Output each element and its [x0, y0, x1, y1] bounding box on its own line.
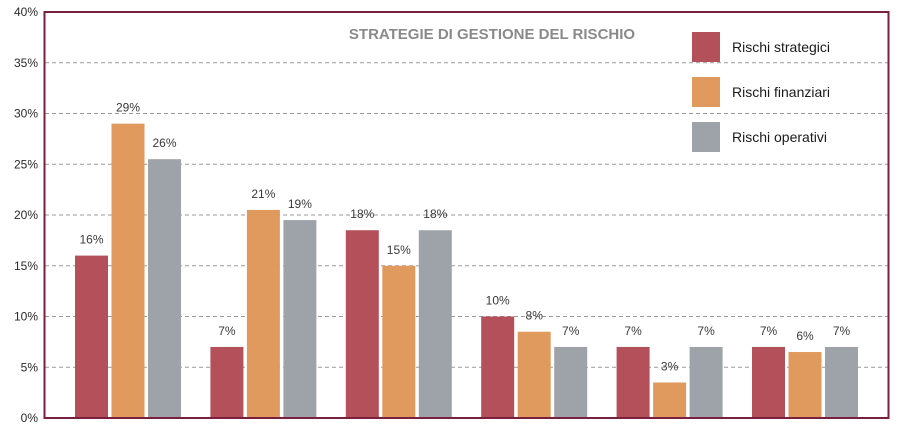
bar-rischi-operativi — [689, 346, 723, 418]
y-tick-label: 25% — [14, 157, 38, 171]
bar-rischi-finanziari — [653, 382, 687, 418]
bar-rischi-finanziari — [246, 209, 280, 418]
data-label: 7% — [697, 324, 715, 338]
bar-rischi-strategici — [616, 346, 650, 418]
bar-rischi-finanziari — [111, 123, 145, 419]
data-label: 21% — [251, 187, 275, 201]
legend-label: Rischi operativi — [732, 129, 827, 145]
gridlines — [45, 62, 888, 368]
chart-title: STRATEGIE DI GESTIONE DEL RISCHIO — [349, 26, 635, 43]
data-label: 10% — [486, 294, 510, 308]
bar-rischi-strategici — [752, 346, 785, 418]
plot-frame — [43, 11, 890, 419]
bar-rischi-finanziari — [517, 331, 551, 418]
data-label: 18% — [350, 207, 374, 221]
data-label: 3% — [661, 359, 679, 373]
data-label: 26% — [152, 136, 176, 150]
data-label: 29% — [116, 101, 140, 115]
legend-swatch — [692, 122, 720, 152]
data-label: 8% — [526, 309, 544, 323]
y-tick-label: 20% — [14, 208, 38, 222]
y-tick-label: 0% — [21, 411, 39, 425]
bar-rischi-strategici — [75, 255, 108, 418]
y-tick-label: 10% — [14, 310, 38, 324]
data-label: 7% — [624, 324, 642, 338]
data-label: 7% — [562, 324, 580, 338]
bar-rischi-strategici — [345, 230, 379, 418]
data-label: 7% — [833, 324, 851, 338]
legend: Rischi strategici Rischi finanziari Rischi… — [692, 32, 830, 152]
bar-rischi-finanziari — [382, 265, 416, 418]
bar-rischi-operativi — [148, 159, 181, 419]
y-tick-label: 30% — [14, 107, 38, 121]
bar-rischi-operativi — [283, 220, 317, 418]
bar-rischi-operativi — [554, 346, 588, 418]
data-label: 16% — [79, 233, 103, 247]
bar-rischi-operativi — [418, 230, 452, 418]
data-label: 18% — [423, 207, 447, 221]
bars — [75, 123, 858, 419]
data-labels: 16% 29% 26% 7% 21% 19% 18% 15% 18% 10% 8% 7% 7% 3% 7% 7… — [79, 101, 850, 374]
legend-swatch — [692, 32, 720, 62]
data-label: 15% — [387, 243, 411, 257]
bar-rischi-finanziari — [788, 352, 822, 418]
data-label: 7% — [760, 324, 778, 338]
y-tick-label: 15% — [14, 259, 38, 273]
y-axis: 0% 5% 10% 15% 20% 25% 30% 35% 40% — [14, 5, 38, 425]
data-label: 6% — [796, 329, 814, 343]
bar-rischi-operativi — [825, 346, 858, 418]
y-tick-label: 35% — [14, 56, 38, 70]
legend-label: Rischi strategici — [732, 39, 830, 55]
legend-label: Rischi finanziari — [732, 84, 830, 100]
legend-swatch — [692, 77, 720, 107]
bar-rischi-strategici — [210, 346, 244, 418]
data-label: 19% — [288, 197, 312, 211]
data-label: 7% — [218, 324, 236, 338]
y-tick-label: 40% — [14, 5, 38, 19]
y-tick-label: 5% — [21, 360, 39, 374]
bar-rischi-strategici — [481, 316, 515, 418]
